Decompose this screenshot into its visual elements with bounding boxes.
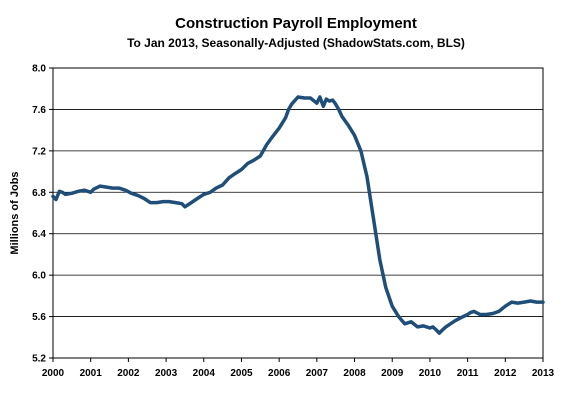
plot-area: 8.0 7.6 7.2 6.8 6.4 6.0 5.6 5.2 2000 2001 2002 2003… <box>32 64 554 380</box>
plot-border <box>52 67 544 359</box>
x-tick-label: 2009 <box>381 368 404 379</box>
x-tick-label: 2005 <box>230 368 253 379</box>
series-line-0 <box>51 95 545 335</box>
y-tick-label: 7.2 <box>32 146 46 157</box>
x-tick-label: 2012 <box>494 368 517 379</box>
x-tick-label: 2011 <box>457 368 479 379</box>
x-tick-label: 2000 <box>42 368 65 379</box>
x-tick-label: 2007 <box>306 368 329 379</box>
y-tick-label: 6.0 <box>32 271 46 282</box>
y-axis-label: Millions of Jobs <box>9 171 21 254</box>
x-tick-label: 2003 <box>155 368 178 379</box>
chart-title: Construction Payroll Employment <box>175 15 417 32</box>
chart-subtitle: To Jan 2013, Seasonally-Adjusted (Shadow… <box>127 36 465 50</box>
x-tick-label: 2002 <box>117 368 140 379</box>
x-tick-label: 2001 <box>80 368 103 379</box>
x-tick-label: 2013 <box>532 368 555 379</box>
x-tick-label: 2004 <box>193 368 216 379</box>
y-tick-label: 7.6 <box>32 105 46 116</box>
x-tick-label: 2006 <box>268 368 291 379</box>
x-tick-label: 2008 <box>343 368 366 379</box>
y-tick-label: 5.6 <box>32 312 46 323</box>
y-tick-label: 5.2 <box>32 354 46 365</box>
y-tick-label: 6.4 <box>32 229 46 240</box>
x-tick-label: 2010 <box>419 368 442 379</box>
y-tick-label: 6.8 <box>32 188 46 199</box>
y-tick-label: 8.0 <box>32 64 46 75</box>
